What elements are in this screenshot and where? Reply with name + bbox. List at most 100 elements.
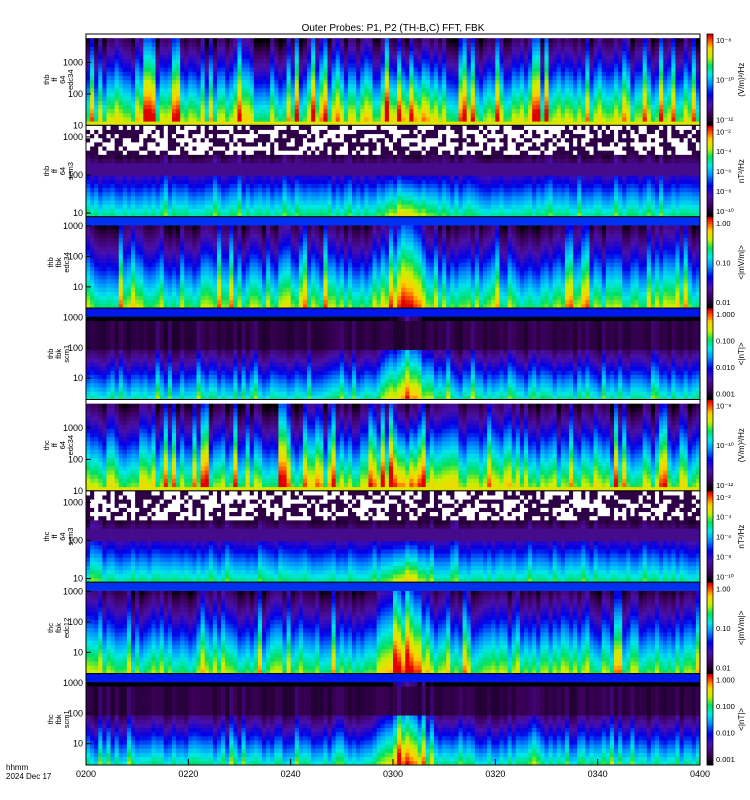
colorbar-segment	[707, 91, 713, 94]
heatmap-cell	[114, 104, 120, 110]
heatmap-cell	[401, 141, 406, 147]
heatmap-cell	[319, 38, 324, 43]
heatmap-cell	[200, 191, 206, 197]
heatmap-cell	[630, 54, 635, 60]
heatmap-cell	[102, 96, 107, 101]
heatmap-cell	[184, 92, 189, 97]
heatmap-cell	[388, 71, 394, 76]
heatmap-cell	[343, 166, 349, 172]
heatmap-cell	[294, 63, 300, 68]
heatmap-cell	[311, 183, 316, 189]
heatmap-cell	[388, 212, 394, 218]
heatmap-cell	[180, 87, 185, 93]
heatmap-cell	[311, 137, 316, 143]
heatmap-cell	[360, 100, 365, 105]
heatmap-cell	[462, 58, 468, 64]
heatmap-cell	[86, 54, 91, 60]
heatmap-cell	[679, 58, 685, 64]
heatmap-cell	[139, 117, 144, 122]
heatmap-cell	[536, 71, 541, 76]
heatmap-cell	[266, 83, 271, 89]
heatmap-cell	[249, 204, 255, 209]
heatmap-cell	[167, 67, 173, 72]
heatmap-cell	[294, 179, 300, 184]
heatmap-cell	[540, 96, 545, 101]
heatmap-cell	[654, 67, 660, 72]
heatmap-cell	[499, 54, 504, 60]
heatmap-cell	[282, 204, 287, 209]
heatmap-cell	[311, 87, 316, 93]
heatmap-cell	[278, 195, 283, 201]
heatmap-cell	[323, 58, 328, 64]
heatmap-cell	[556, 112, 562, 118]
heatmap-cell	[401, 146, 406, 151]
heatmap-cell	[397, 146, 402, 151]
heatmap-cell	[311, 200, 316, 205]
heatmap-cell	[323, 129, 328, 135]
heatmap-cell	[470, 96, 476, 101]
heatmap-cell	[315, 171, 320, 176]
heatmap-cell	[573, 87, 578, 93]
heatmap-cell	[388, 42, 394, 47]
heatmap-cell	[221, 125, 226, 130]
heatmap-cell	[695, 104, 701, 110]
heatmap-cell	[343, 141, 349, 147]
heatmap-cell	[212, 208, 218, 213]
heatmap-cell	[687, 96, 693, 101]
heatmap-cell	[253, 58, 259, 64]
heatmap-cell	[581, 42, 586, 47]
heatmap-cell	[188, 204, 193, 209]
heatmap-cell	[180, 133, 185, 139]
heatmap-cell	[315, 208, 320, 213]
heatmap-cell	[343, 150, 349, 155]
heatmap-cell	[393, 67, 398, 72]
heatmap-cell	[204, 71, 210, 76]
colorbar-segment	[707, 100, 713, 103]
heatmap-cell	[147, 183, 152, 189]
heatmap-cell	[519, 96, 525, 101]
heatmap-cell	[208, 129, 214, 135]
heatmap-cell	[302, 162, 308, 168]
heatmap-cell	[212, 171, 218, 176]
heatmap-cell	[151, 38, 156, 43]
heatmap-cell	[114, 71, 120, 76]
heatmap-cell	[94, 75, 99, 81]
heatmap-cell	[528, 71, 533, 76]
heatmap-cell	[200, 212, 206, 218]
heatmap-cell	[695, 92, 701, 97]
heatmap-cell	[307, 79, 312, 85]
heatmap-cell	[139, 83, 144, 89]
colorbar-segment	[707, 113, 713, 117]
heatmap-cell	[106, 67, 111, 72]
heatmap-cell	[683, 79, 689, 85]
heatmap-cell	[384, 46, 390, 52]
heatmap-cell	[143, 46, 148, 52]
heatmap-cell	[540, 50, 545, 56]
heatmap-cell	[695, 54, 701, 60]
heatmap-cell	[266, 171, 271, 176]
heatmap-cell	[98, 75, 103, 81]
heatmap-cell	[176, 183, 181, 189]
heatmap-cell	[163, 71, 169, 76]
heatmap-cell	[642, 108, 648, 114]
heatmap-cell	[331, 104, 337, 110]
heatmap-cell	[609, 117, 615, 122]
heatmap-cell	[286, 100, 292, 105]
heatmap-cell	[216, 83, 222, 89]
heatmap-cell	[241, 200, 247, 205]
heatmap-cell	[458, 79, 463, 85]
heatmap-cell	[638, 54, 644, 60]
heatmap-cell	[438, 42, 443, 47]
heatmap-cell	[253, 166, 259, 172]
heatmap-cell	[519, 75, 525, 81]
heatmap-cell	[208, 71, 214, 76]
heatmap-cell	[94, 179, 99, 184]
heatmap-cell	[237, 150, 242, 155]
heatmap-cell	[155, 92, 161, 97]
heatmap-cell	[335, 96, 341, 101]
heatmap-cell	[167, 166, 173, 172]
heatmap-cell	[192, 171, 197, 176]
heatmap-cell	[262, 129, 267, 135]
heatmap-cell	[208, 200, 214, 205]
heatmap-cell	[327, 112, 332, 118]
